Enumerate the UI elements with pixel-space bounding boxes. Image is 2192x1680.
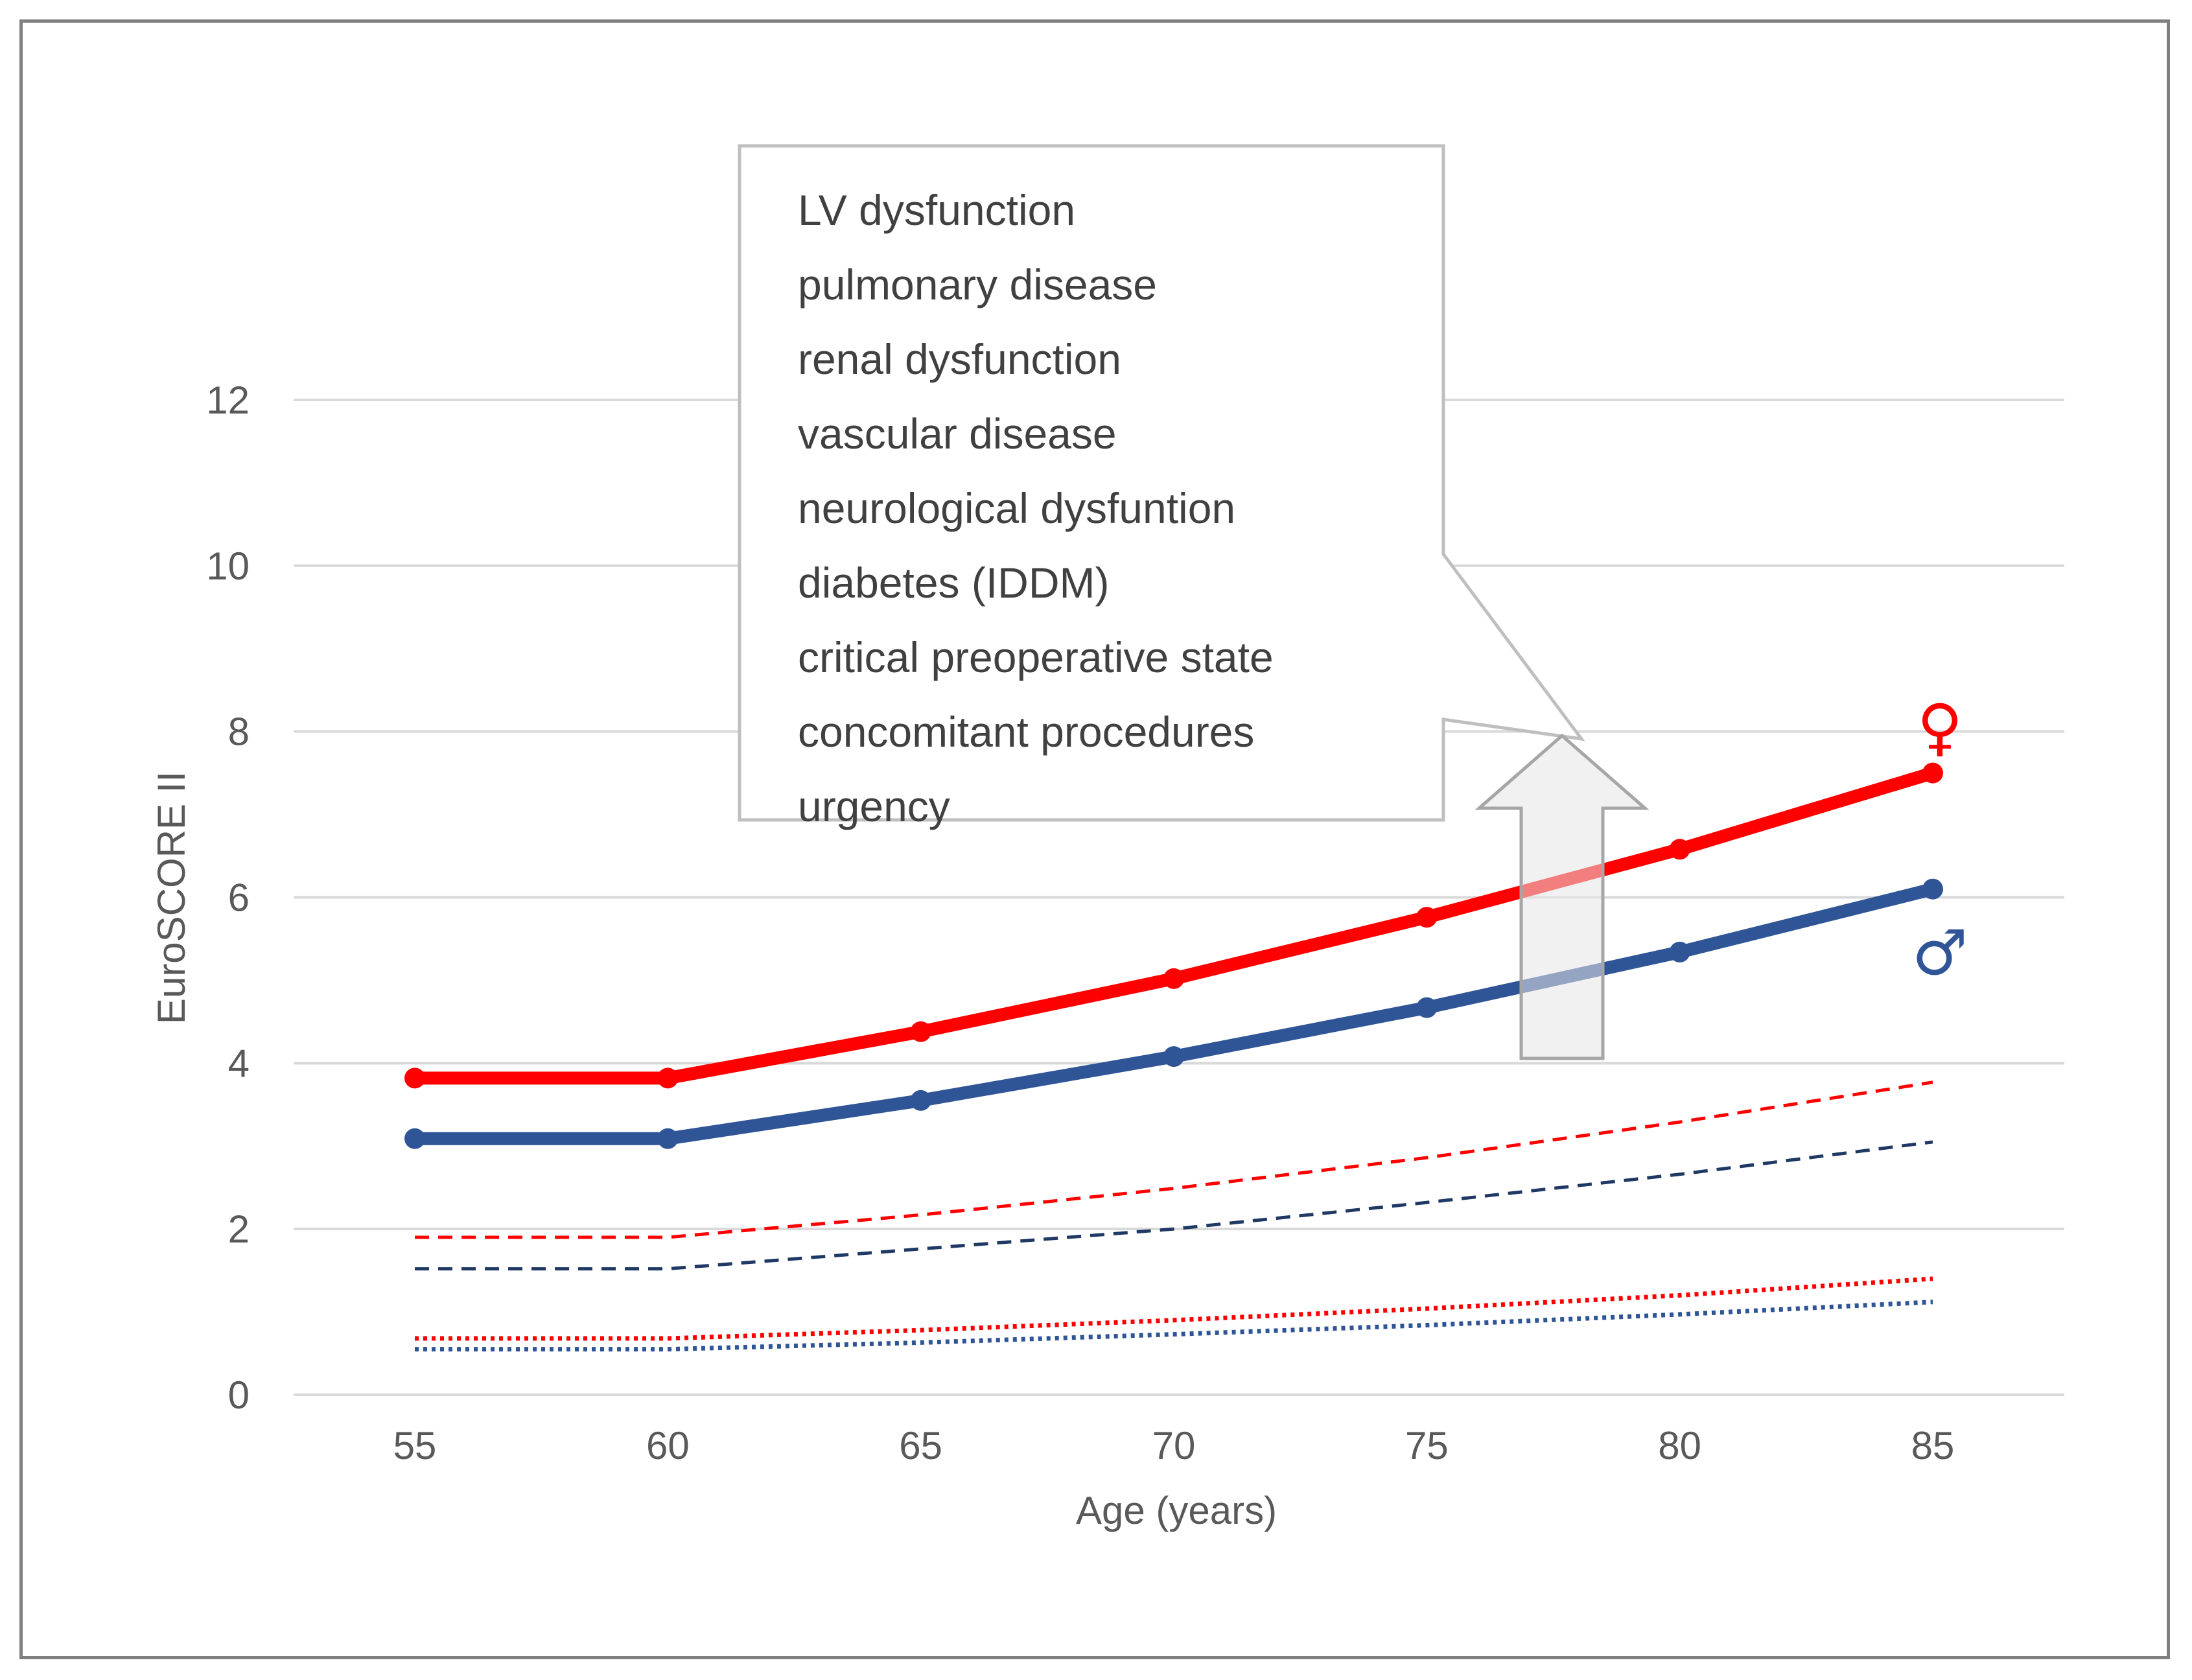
y-axis-title: EuroSCORE II (150, 771, 193, 1024)
data-point-male (910, 1090, 931, 1111)
x-tick-label: 75 (1405, 1424, 1449, 1467)
callout-item: urgency (798, 782, 950, 830)
data-point-male (404, 1128, 425, 1149)
data-point-female (1163, 968, 1184, 989)
y-tick-label: 0 (228, 1373, 250, 1417)
data-point-male (1669, 941, 1690, 962)
callout-item: LV dysfunction (798, 186, 1075, 234)
series-line-male-dotted (415, 1300, 1933, 1352)
x-tick-label: 85 (1911, 1424, 1955, 1467)
callout-items: LV dysfunction pulmonary disease renal dys… (798, 186, 1274, 830)
callout-item: concomitant procedures (798, 708, 1254, 756)
data-point-male (1163, 1046, 1184, 1068)
x-axis-ticks: 55 60 65 70 75 80 85 (393, 1424, 1955, 1467)
data-point-female (1416, 907, 1438, 928)
callout-item: vascular disease (798, 410, 1117, 458)
x-tick-label: 65 (899, 1424, 942, 1467)
x-tick-label: 80 (1658, 1424, 1701, 1467)
line-chart: 0 2 4 6 8 10 12 55 60 65 70 75 80 85 Age (years) Eur… (150, 144, 2064, 1532)
data-point-female (910, 1021, 931, 1042)
x-tick-label: 60 (646, 1424, 690, 1467)
figure-frame: 0 2 4 6 8 10 12 55 60 65 70 75 80 85 Age (years) Eur… (19, 19, 2170, 1659)
series-line-female-dashed (415, 1080, 1933, 1239)
risk-factors-callout: LV dysfunction pulmonary disease renal dys… (738, 144, 1585, 830)
y-tick-label: 2 (228, 1208, 250, 1251)
up-arrow (1475, 733, 1650, 1060)
callout-item: neurological dysfuntion (798, 484, 1235, 532)
y-tick-label: 12 (206, 379, 250, 422)
y-tick-label: 4 (228, 1042, 250, 1085)
data-point-male (1416, 997, 1438, 1018)
data-point-female (657, 1068, 679, 1089)
data-point-female (1669, 839, 1690, 860)
y-axis-ticks: 0 2 4 6 8 10 12 (206, 379, 250, 1417)
data-point-female (1922, 762, 1943, 784)
y-tick-label: 6 (228, 876, 250, 920)
y-tick-label: 10 (206, 544, 250, 588)
data-point-male (1922, 878, 1943, 900)
x-tick-label: 70 (1152, 1424, 1196, 1467)
callout-item: diabetes (IDDM) (798, 559, 1109, 607)
data-point-male (657, 1128, 679, 1149)
series-layer (404, 762, 1943, 1352)
series-line-female-dotted (415, 1276, 1933, 1341)
male-symbol: ♂ (1912, 916, 1968, 989)
callout-box (738, 144, 1585, 822)
callout-item: critical preoperative state (798, 633, 1274, 681)
x-axis-title: Age (years) (1076, 1489, 1277, 1532)
female-symbol: ♀ (1917, 691, 1963, 764)
data-point-female (404, 1068, 425, 1089)
callout-item: pulmonary disease (798, 261, 1157, 309)
x-tick-label: 55 (393, 1424, 437, 1467)
series-line-male-dashed (415, 1140, 1933, 1271)
series-line-male (408, 882, 1939, 1145)
y-tick-label: 8 (228, 710, 250, 754)
callout-item: renal dysfunction (798, 335, 1121, 383)
